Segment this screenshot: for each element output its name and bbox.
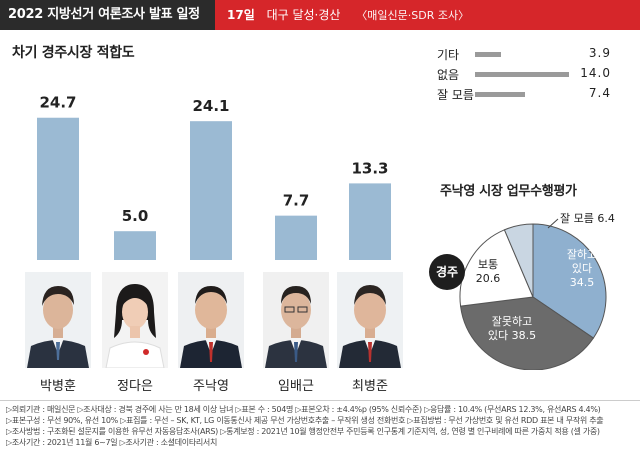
minor-bar-other — [475, 52, 502, 57]
footnote-divider — [0, 400, 640, 401]
bar-value-label-1: 24.7 — [39, 94, 76, 112]
minor-row-other: 기타 3.9 — [437, 46, 617, 62]
minor-label-unknown: 잘 모름 — [437, 88, 474, 102]
minor-label-other: 기타 — [437, 48, 460, 62]
candidate-name-1: 박병훈 — [40, 379, 76, 394]
pie-chart-title: 주낙영 시장 업무수행평가 — [440, 184, 577, 199]
footnote-line-1: ▷의뢰기관 : 매일신문 ▷조사대상 : 경북 경주에 사는 만 18세 이상 … — [6, 405, 601, 414]
pie-label-3-line-2: 20.6 — [476, 272, 501, 285]
candidate-name-4: 임배근 — [278, 379, 314, 394]
pie-label-1-line-1: 잘하고 — [567, 247, 597, 261]
pie-label-1-line-2: 있다 — [572, 262, 592, 275]
bar-4 — [275, 215, 317, 260]
minor-value-other: 3.9 — [588, 46, 611, 60]
footnote-line-3: ▷조사방법 : 구조화된 설문지를 이용한 유무선 자동응답조사(ARS) ▷통… — [6, 427, 600, 436]
pie-label-3-line-1: 보통 — [478, 258, 498, 271]
candidate-name-2: 정다은 — [117, 379, 153, 394]
minor-value-none: 14.0 — [580, 66, 611, 80]
candidate-name-3: 주낙영 — [193, 379, 229, 394]
pie-label-4-line-1: 잘 모름 6.4 — [560, 212, 615, 225]
header-source: 〈매일신문·SDR 조사〉 — [356, 9, 470, 22]
candidate-photo-2 — [102, 272, 168, 368]
pie-label-2-line-2: 있다 38.5 — [488, 329, 536, 342]
footnote-line-4: ▷조사기간 : 2021년 11월 6~7일 ▷조사기관 : 소셜데이타리서치 — [6, 438, 218, 447]
candidate-photo-4 — [263, 272, 329, 368]
minor-row-none: 없음 14.0 — [437, 66, 617, 82]
bar-value-label-3: 24.1 — [192, 97, 229, 115]
pie-slice-neutral — [459, 229, 534, 307]
pie-label-2-line-1: 잘못하고 — [492, 314, 532, 328]
header-banner: 2022 지방선거 여론조사 발표 일정 17일 대구 달성·경산 〈매일신문·… — [0, 0, 640, 30]
candidate-bar-chart: 24.7 5.0 24.1 7.7 13.3 — [37, 94, 391, 261]
header-title: 2022 지방선거 여론조사 발표 일정 — [0, 0, 215, 30]
pie-label-1-line-3: 34.5 — [570, 276, 595, 289]
bar-chart-title: 차기 경주시장 적합도 — [12, 45, 135, 61]
candidate-photo-3 — [178, 272, 244, 368]
pie-slice-doing-poorly — [460, 296, 595, 370]
survey-footnotes: ▷의뢰기관 : 매일신문 ▷조사대상 : 경북 경주에 사는 만 18세 이상 … — [6, 404, 636, 448]
header-region: 대구 달성·경산 — [266, 8, 341, 22]
pie-leader-line — [547, 218, 559, 229]
footnote-line-2: ▷표본구성 : 무선 90%, 유선 10% ▷표집틀 : 무선 – SK, K… — [6, 416, 604, 425]
bar-value-label-4: 7.7 — [283, 192, 310, 210]
bar-1 — [37, 117, 79, 260]
region-badge: 경주 — [429, 254, 465, 290]
candidate-photo-1 — [25, 272, 91, 368]
minor-bar-unknown — [475, 92, 525, 97]
minor-row-unknown: 잘 모름 7.4 — [437, 86, 617, 102]
minor-label-none: 없음 — [437, 68, 460, 82]
candidate-photo-5 — [337, 272, 403, 368]
header-day: 17일 — [227, 8, 255, 22]
candidate-name-5: 최병준 — [352, 379, 388, 394]
header-schedule: 17일 대구 달성·경산 〈매일신문·SDR 조사〉 — [215, 0, 640, 30]
minor-value-unknown: 7.4 — [588, 86, 611, 100]
minor-bar-none — [475, 72, 569, 77]
bar-value-label-2: 5.0 — [122, 207, 149, 225]
bar-3 — [190, 121, 232, 261]
bar-value-label-5: 13.3 — [351, 159, 388, 177]
bar-5 — [349, 183, 391, 260]
pie-slice-unknown — [503, 223, 534, 298]
bar-2 — [114, 231, 156, 260]
